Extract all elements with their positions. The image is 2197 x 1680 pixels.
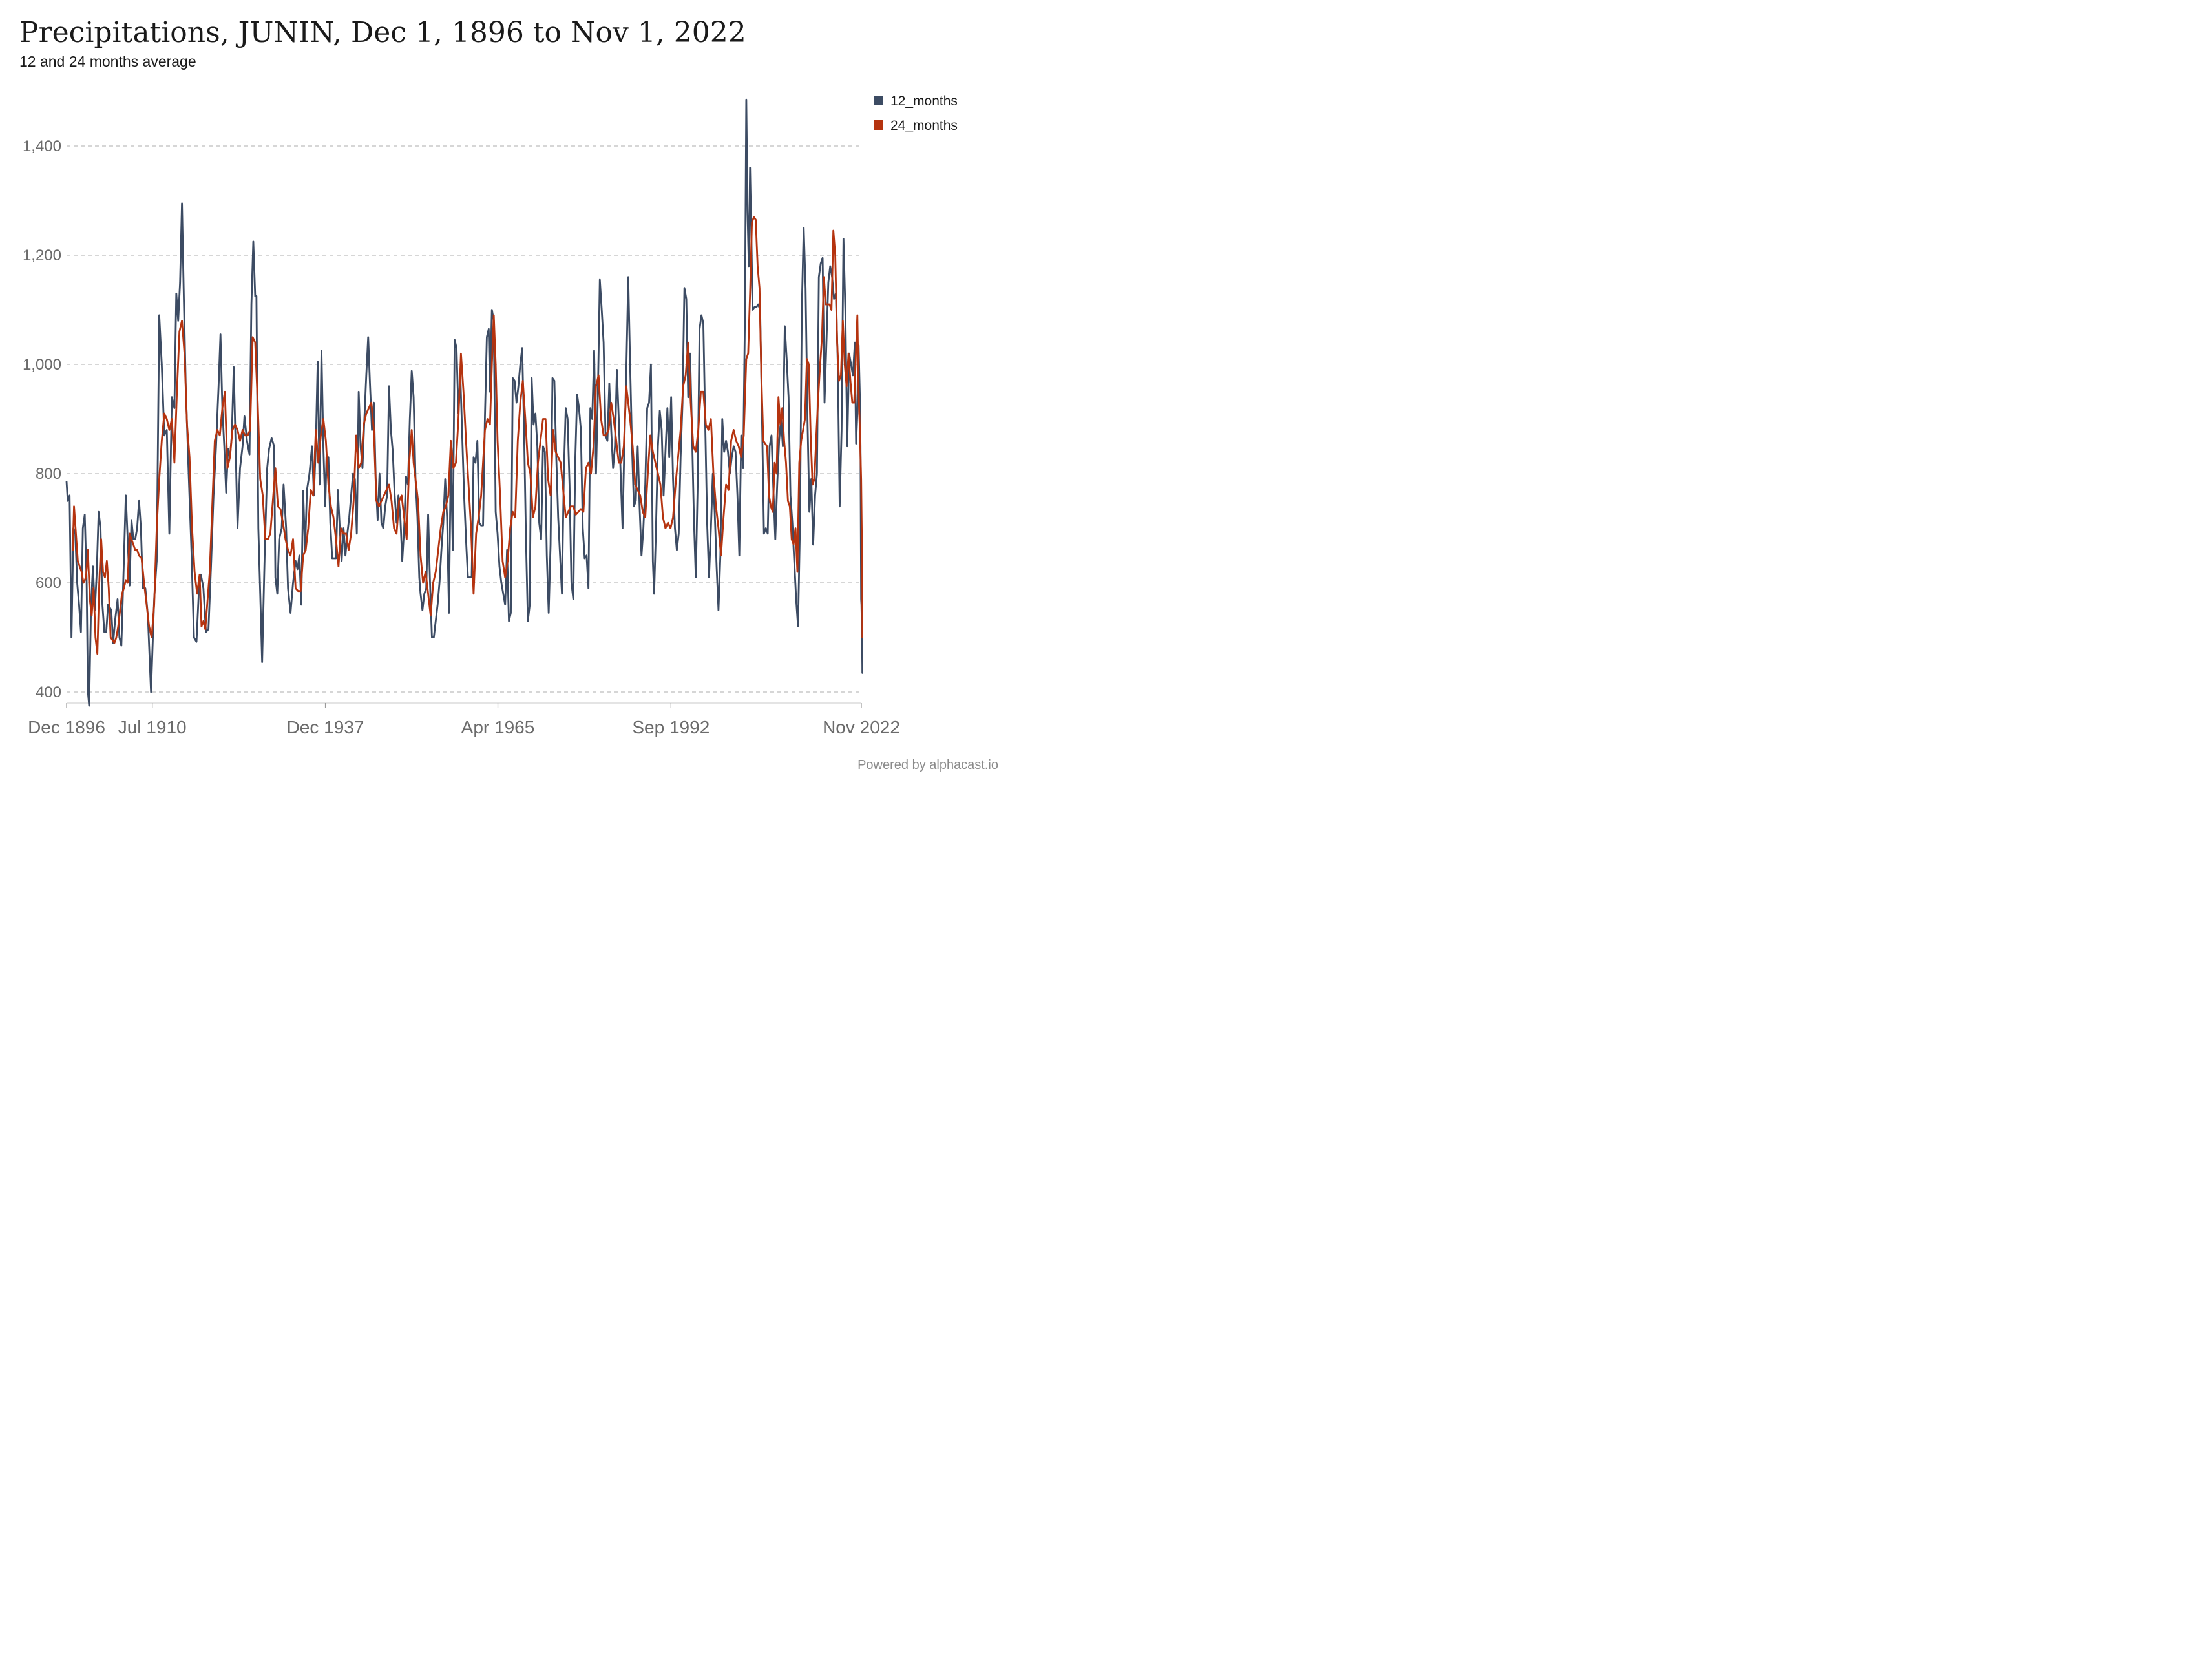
y-tick-label: 400 [36,684,61,701]
legend: 12_months 24_months [874,94,958,133]
x-axis: Dec 1896 Jul 1910 Dec 1937 Apr 1965 Sep 1992… [28,702,900,737]
x-tick-label: Dec 1896 [28,717,105,737]
credit-text: Powered by alphacast.io [857,758,998,772]
y-grid-lines [67,145,861,693]
legend-label: 12_months [890,94,958,109]
series-line-24-months [72,216,863,655]
legend-swatch [874,120,883,130]
x-tick-label: Apr 1965 [461,717,535,737]
series-lines [65,98,863,707]
y-tick-label: 600 [36,574,61,592]
x-tick-label: Jul 1910 [118,717,187,737]
y-tick-label: 1,400 [23,138,61,155]
y-axis-tick-labels: 400 600 800 1,000 1,200 1,400 [23,138,61,701]
y-tick-label: 800 [36,465,61,483]
y-tick-label: 1,200 [23,247,61,264]
chart-subtitle: 12 and 24 months average [19,53,196,70]
x-tick-label: Dec 1937 [287,717,364,737]
x-tick-label: Nov 2022 [823,717,900,737]
y-tick-label: 1,000 [23,356,61,373]
chart: Precipitations, JUNIN, Dec 1, 1896 to No… [19,16,998,772]
chart-title: Precipitations, JUNIN, Dec 1, 1896 to No… [19,16,746,49]
legend-swatch [874,96,883,105]
legend-label: 24_months [890,118,958,133]
x-tick-label: Sep 1992 [632,717,710,737]
